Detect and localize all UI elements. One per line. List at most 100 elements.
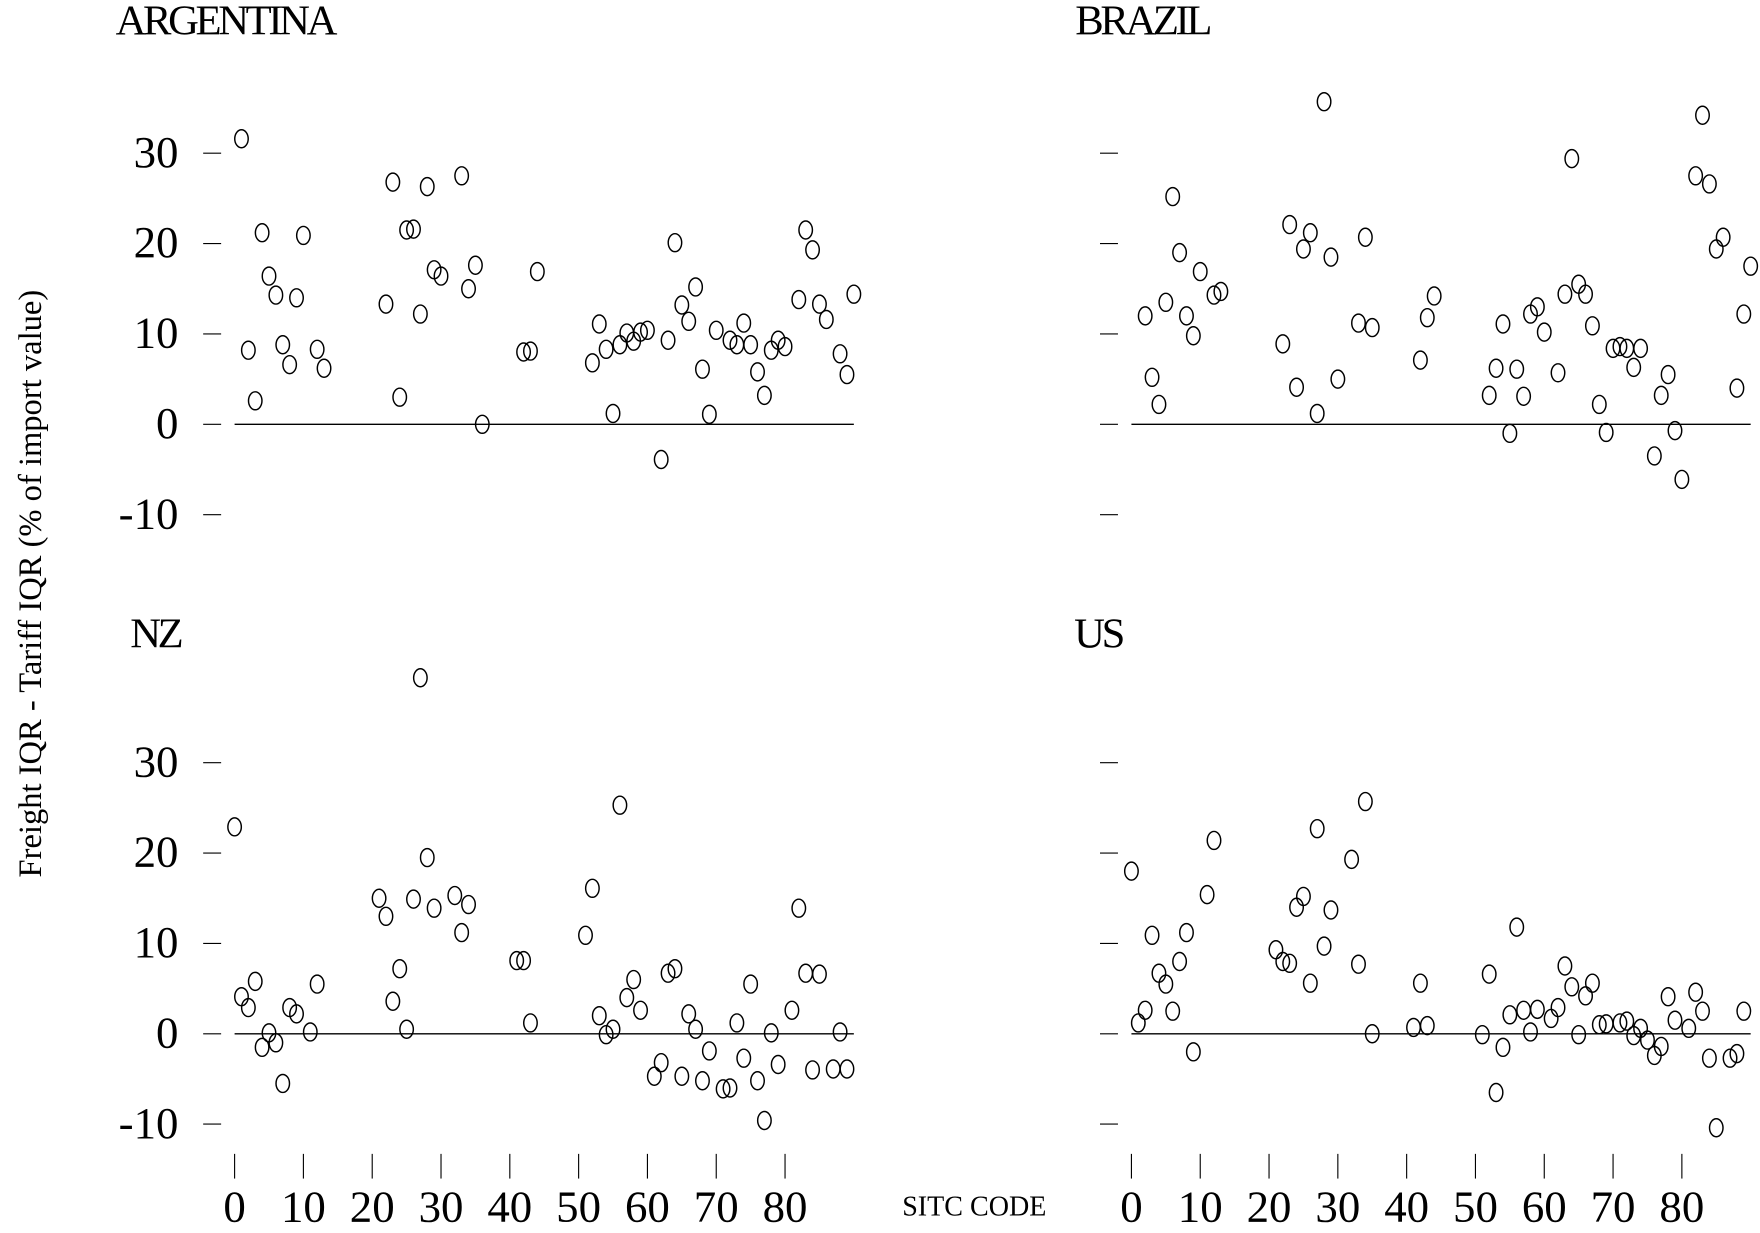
point	[254, 1037, 270, 1058]
point	[660, 963, 676, 983]
point	[234, 129, 249, 149]
y-tick-label: 20	[134, 217, 179, 267]
point	[378, 294, 394, 314]
point	[605, 403, 621, 424]
point	[227, 817, 243, 837]
point	[1509, 917, 1525, 937]
point	[1275, 951, 1291, 972]
point	[1419, 1015, 1435, 1036]
x-tick-label: 30	[1315, 1181, 1360, 1231]
point	[818, 309, 834, 330]
point	[1564, 977, 1580, 997]
point	[1701, 1048, 1717, 1068]
point	[1715, 227, 1731, 247]
point	[433, 266, 449, 286]
x-tick-label: 50	[556, 1181, 601, 1231]
point	[1646, 446, 1662, 466]
point	[1289, 897, 1305, 917]
point	[750, 1071, 765, 1091]
point	[846, 284, 862, 304]
point	[1330, 369, 1346, 389]
point	[674, 1066, 690, 1086]
point	[1282, 214, 1298, 235]
point	[1695, 105, 1710, 125]
x-tick-label: 80	[1659, 1181, 1704, 1231]
point	[1289, 377, 1305, 397]
x-tick-label: 0	[223, 1181, 245, 1231]
point	[839, 364, 855, 385]
point	[1268, 940, 1284, 960]
x-tick-label: 0	[1120, 1181, 1142, 1231]
point	[1653, 1036, 1669, 1057]
point	[1516, 386, 1532, 406]
point	[412, 304, 428, 324]
point	[419, 176, 435, 197]
point	[1357, 791, 1373, 812]
point	[1172, 242, 1188, 263]
point	[1302, 973, 1318, 993]
point	[1130, 1013, 1146, 1033]
point	[1151, 394, 1167, 415]
point	[688, 1019, 704, 1039]
point	[1584, 973, 1600, 993]
point	[1667, 1010, 1683, 1030]
point	[633, 1000, 649, 1020]
point	[385, 991, 401, 1011]
x-tick-label: 70	[1591, 1181, 1636, 1231]
y-tick-label: -10	[119, 488, 179, 538]
point	[1213, 281, 1229, 302]
point	[1729, 378, 1745, 398]
point	[667, 232, 683, 253]
y-tick-label: -10	[119, 1098, 179, 1148]
point	[811, 964, 827, 984]
panel-title: BRAZIL	[1075, 0, 1210, 44]
point	[1185, 326, 1201, 346]
point	[419, 847, 435, 868]
x-tick-label: 10	[281, 1181, 326, 1231]
point	[316, 358, 332, 378]
point	[1653, 385, 1669, 406]
point	[722, 330, 738, 350]
point	[688, 277, 704, 297]
point	[268, 285, 284, 305]
point	[295, 225, 311, 246]
point	[289, 1004, 304, 1024]
point	[371, 888, 387, 908]
point	[1681, 1018, 1697, 1039]
x-tick-label: 20	[1247, 1181, 1292, 1231]
point	[1495, 314, 1511, 334]
y-tick-label: 30	[134, 127, 179, 177]
point	[639, 320, 655, 341]
point	[1488, 358, 1504, 378]
point	[234, 987, 249, 1007]
point	[736, 313, 752, 333]
y-axis-label: Freight IQR - Tariff IQR (% of import va…	[13, 290, 49, 878]
y-tick-label: 0	[156, 1007, 178, 1057]
point	[784, 1000, 800, 1020]
point	[1151, 963, 1167, 983]
point	[1640, 1030, 1655, 1050]
point	[1357, 227, 1373, 247]
point	[412, 668, 428, 688]
point	[612, 335, 628, 355]
point	[289, 288, 304, 308]
point	[1412, 350, 1428, 370]
point	[1282, 953, 1298, 973]
y-tick-label: 10	[134, 308, 179, 358]
point	[578, 925, 593, 945]
point	[254, 223, 270, 243]
point	[509, 950, 525, 971]
point	[1612, 336, 1628, 357]
point	[1123, 861, 1139, 881]
point	[626, 969, 642, 990]
point	[1743, 256, 1759, 276]
point	[1351, 313, 1366, 333]
point	[1591, 394, 1607, 415]
point	[695, 359, 710, 379]
point	[825, 1059, 841, 1079]
point	[1516, 1000, 1532, 1020]
point	[667, 959, 683, 979]
point	[268, 1033, 284, 1053]
point	[1309, 818, 1325, 839]
point	[832, 1022, 848, 1042]
